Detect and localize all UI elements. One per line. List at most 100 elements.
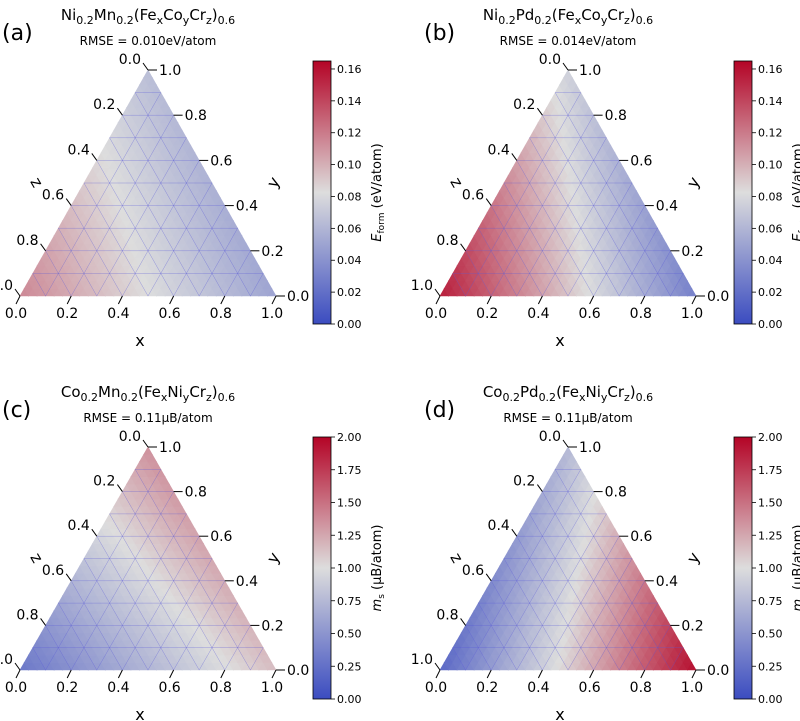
z-tick-label: 0.0 xyxy=(539,429,561,445)
z-tick-label: 0.4 xyxy=(68,518,90,534)
grid-line xyxy=(70,205,123,297)
axis-ticks: 0.0 0.2 0.4 0.6 0.8 1.00.00.20.40.60.81.00.00… xyxy=(0,429,309,696)
heatmap-cell xyxy=(618,543,629,552)
z-tick xyxy=(40,618,47,626)
x-tick xyxy=(271,669,277,679)
heatmap-cell xyxy=(618,167,629,176)
colorbar-tick-label: 0.50 xyxy=(337,628,362,641)
heatmap-cell xyxy=(657,235,667,244)
chart-title: Co0.2Pd0.2(FexNiyCrz)0.6 xyxy=(483,383,653,404)
x-tick xyxy=(66,295,72,305)
x-tick xyxy=(435,669,441,679)
panel-a: (a) Ni0.2Mn0.2(FexCoyCrz)0.6 RMSE = 0.010e… xyxy=(0,6,387,350)
y-tick-label: 0.2 xyxy=(681,618,703,634)
grid-line xyxy=(198,228,238,297)
colorbar-gradient xyxy=(312,436,332,700)
colorbar-tick-label: 1.75 xyxy=(758,464,783,477)
x-tick xyxy=(66,669,72,679)
z-tick xyxy=(116,107,123,116)
heatmap-cell xyxy=(224,587,234,596)
heatmap-cell xyxy=(593,498,603,507)
y-tick-label: 0.0 xyxy=(287,289,309,305)
colorbar-tick-label: 0.14 xyxy=(758,95,783,108)
z-tick xyxy=(91,528,98,537)
z-tick-label: 0.8 xyxy=(16,233,38,249)
grid-line xyxy=(109,137,200,297)
grid-line xyxy=(45,625,72,671)
axis-ticks: 0.0 0.2 0.4 0.6 0.8 1.00.00.20.40.60.81.00.00… xyxy=(411,52,730,322)
grid-line xyxy=(644,250,671,297)
x-tick xyxy=(537,295,543,305)
colorbar-label: Eform (eV/atom) xyxy=(370,143,387,241)
ternary-grid xyxy=(452,92,684,297)
grid-line xyxy=(452,647,466,671)
x-tick xyxy=(117,295,123,305)
y-axis-label: y xyxy=(683,173,704,191)
heatmap-cell xyxy=(211,565,222,574)
grid-line xyxy=(465,92,582,297)
grid-line xyxy=(45,92,162,297)
grid-line xyxy=(147,182,213,297)
z-tick-label: 0.8 xyxy=(436,233,458,249)
heatmap-cell xyxy=(237,235,247,244)
colorbar-tick-label: 0.75 xyxy=(337,595,362,608)
rmse-label: RMSE = 0.014eV/atom xyxy=(500,34,637,48)
colorbar-tick-label: 1.50 xyxy=(758,497,783,510)
z-tick xyxy=(434,288,441,297)
x-tick xyxy=(589,669,595,679)
y-axis-label: y xyxy=(263,173,284,191)
heatmap-cell xyxy=(198,167,209,176)
x-tick-label: 0.0 xyxy=(425,680,447,696)
z-tick xyxy=(116,484,123,492)
heatmap-cell xyxy=(682,280,693,289)
colorbar-tick-label: 2.00 xyxy=(758,431,783,444)
z-tick-label: 0.6 xyxy=(42,188,64,204)
colorbar-tick-label: 0.02 xyxy=(337,286,362,299)
x-tick xyxy=(537,669,543,679)
y-tick-label: 0.8 xyxy=(605,485,627,501)
heatmap-cell xyxy=(567,453,578,463)
z-tick xyxy=(14,288,21,297)
z-tick-label: 0.4 xyxy=(68,142,90,158)
z-tick xyxy=(14,662,21,671)
z-tick-label: 0.8 xyxy=(16,607,38,623)
grid-line xyxy=(465,250,492,297)
grid-line xyxy=(96,513,187,671)
grid-line xyxy=(618,228,658,297)
heatmap-cell xyxy=(567,76,578,86)
z-tick-label: 1.0 xyxy=(411,652,433,668)
colorbar-tick-label: 0.00 xyxy=(758,693,783,706)
x-tick-label: 0.4 xyxy=(527,680,549,696)
heatmap-cell xyxy=(686,287,697,297)
panel-letter: (c) xyxy=(2,398,31,423)
axis-ticks: 0.0 0.2 0.4 0.6 0.8 1.00.00.20.40.60.81.00.00… xyxy=(411,429,730,696)
heatmap-cell xyxy=(563,69,573,78)
x-tick-label: 0.4 xyxy=(107,680,129,696)
grid-line xyxy=(58,228,98,297)
grid-line xyxy=(554,92,671,297)
heatmap-cell xyxy=(605,520,616,530)
colorbar-tick-label: 0.06 xyxy=(758,222,783,235)
heatmap-cell xyxy=(266,661,277,671)
panel-b: (b) Ni0.2Pd0.2(FexCoyCrz)0.6 RMSE = 0.014e… xyxy=(411,6,800,350)
colorbar-label: ms (μB/atom) xyxy=(370,525,387,612)
y-tick-label: 0.0 xyxy=(287,663,309,679)
colorbar: 0.00 0.02 0.04 0.06 0.08 0.10 0.12 0.14 0.16 Efor… xyxy=(733,60,800,331)
chart-title: Ni0.2Pd0.2(FexCoyCrz)0.6 xyxy=(483,6,653,27)
grid-line xyxy=(70,580,123,671)
heatmap-cell xyxy=(147,76,158,86)
axis-ticks: 0.0 0.2 0.4 0.6 0.8 1.00.00.20.40.60.81.00.00… xyxy=(0,52,309,322)
y-tick-label: 1.0 xyxy=(579,440,601,456)
heatmap-cell xyxy=(198,543,209,552)
colorbar-tick-label: 2.00 xyxy=(337,431,362,444)
x-tick-label: 0.6 xyxy=(578,306,600,322)
colorbar-tick-label: 0.25 xyxy=(337,660,362,673)
colorbar-label: ms (μB/atom) xyxy=(791,525,800,612)
colorbar-tick-label: 0.12 xyxy=(758,127,783,140)
x-tick-label: 0.4 xyxy=(107,306,129,322)
heatmap-cell xyxy=(669,632,680,641)
z-tick xyxy=(536,107,543,116)
z-tick-label: 1.0 xyxy=(0,278,13,294)
colorbar: 0.00 0.02 0.04 0.06 0.08 0.10 0.12 0.14 0.16 Efor… xyxy=(312,60,387,331)
